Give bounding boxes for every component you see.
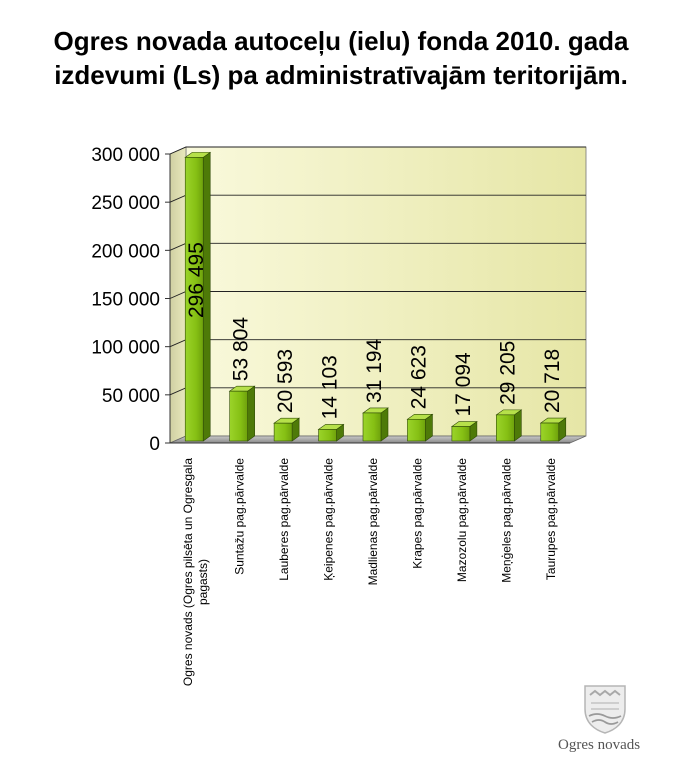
bar-front — [407, 418, 426, 442]
bar — [406, 413, 434, 442]
logo-text: Ogres novads — [558, 737, 641, 753]
bar — [273, 417, 301, 442]
bars — [184, 151, 567, 442]
chart-title-line-1: Ogres novada autoceļu (ielu) fonda 2010.… — [53, 26, 629, 56]
gridline — [169, 146, 586, 155]
bar-front — [496, 414, 515, 442]
x-category-label: Ķeipenes pag.pārvalde — [322, 458, 336, 581]
x-category-label: Mazozolu pag.pārvalde — [455, 458, 469, 582]
y-tick-label: 100 000 — [91, 338, 160, 359]
y-tick-label: 150 000 — [91, 290, 160, 311]
y-tick-label: 50 000 — [102, 386, 160, 407]
bar-front — [229, 390, 248, 442]
data-label: 14 103 — [319, 355, 342, 419]
data-labels: 296 495 53 804 20 593 14 103 31 194 24 623 17 … — [185, 242, 564, 419]
x-category-label: Suntažu pag.pārvalde — [233, 458, 247, 575]
x-category-label: pagasts) — [196, 559, 210, 605]
data-label: 20 718 — [541, 349, 564, 413]
data-label: 17 094 — [452, 352, 475, 417]
data-label: 24 623 — [407, 345, 430, 409]
bar — [317, 423, 345, 442]
data-label: 296 495 — [185, 242, 208, 318]
y-tick-label: 0 — [149, 434, 160, 455]
bar-side — [380, 407, 389, 442]
x-category-label: Lauberes pag.pārvalde — [277, 458, 291, 581]
y-tick-label: 300 000 — [91, 145, 160, 166]
y-axis-tick-labels: 0 50 000 100 000 150 000 200 000 250 000 300 0… — [91, 145, 170, 455]
bar — [228, 385, 256, 442]
ogres-coat-of-arms-icon — [584, 685, 626, 734]
bar-side — [247, 385, 255, 442]
x-category-label: Ogres novads (Ogres pilsēta un Ogresgala — [181, 458, 195, 686]
x-category-label: Madlienas pag.pārvalde — [366, 458, 380, 586]
x-category-label: Meņģeles pag.pārvalde — [499, 458, 513, 583]
bar-front — [184, 157, 204, 442]
bar-side — [514, 409, 522, 442]
bar-front — [273, 422, 293, 442]
data-label: 53 804 — [230, 317, 253, 382]
x-axis-category-labels: Ogres novads (Ogres pilsēta un Ogresgala… — [181, 458, 558, 686]
x-category-label: Krapes pag.pārvalde — [410, 458, 424, 569]
x-category-label: Taurupes pag.pārvalde — [544, 458, 558, 580]
bar-front — [318, 429, 337, 442]
y-tick-label: 200 000 — [91, 241, 160, 262]
y-tick-label: 250 000 — [91, 193, 160, 214]
bar — [495, 409, 523, 442]
bar-front — [451, 426, 471, 442]
bar — [450, 420, 478, 442]
data-label: 20 593 — [274, 349, 297, 413]
data-label: 29 205 — [496, 341, 519, 405]
bar — [362, 407, 389, 442]
bar-front — [540, 422, 560, 442]
bar — [184, 151, 212, 442]
bar-front — [362, 412, 382, 442]
chart-title-line-2: izdevumi (Ls) pa administratīvajām terit… — [54, 60, 628, 90]
data-label: 31 194 — [363, 338, 386, 403]
bar — [539, 417, 567, 442]
